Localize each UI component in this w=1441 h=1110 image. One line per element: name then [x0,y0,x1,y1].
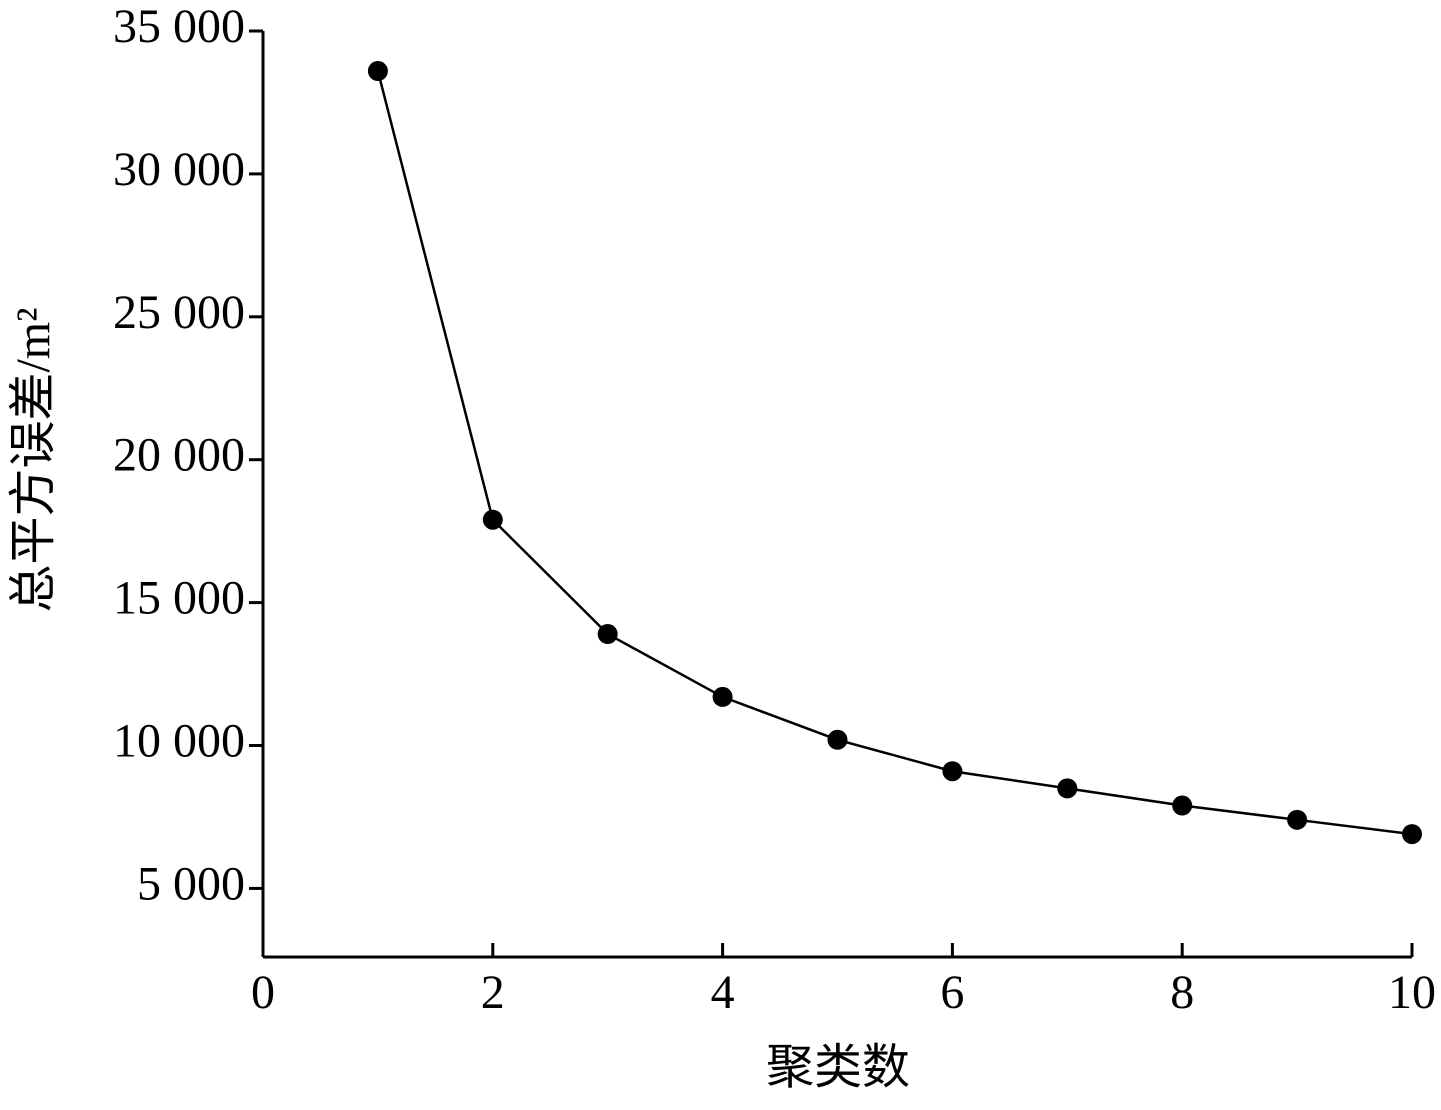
marker [367,61,388,82]
y-tick-label: 10 000 [113,715,245,768]
line [376,70,1413,836]
marker [482,509,503,530]
marker [1287,809,1308,830]
x-axis-label: 聚类数 [766,1041,910,1094]
x-tick-label: 0 [251,966,275,1019]
y-tick-label: 30 000 [113,143,245,196]
x-tick-label: 2 [481,966,505,1019]
marker [942,761,963,782]
y-tick-label: 20 000 [113,429,245,482]
y-tick-label: 25 000 [113,286,245,339]
x-tick-label: 10 [1388,966,1436,1019]
marker [1057,778,1078,799]
y-tick-label: 35 000 [113,0,245,53]
x-tick-label: 6 [940,966,964,1019]
marker [1172,795,1193,816]
y-tick-label: 5 000 [137,857,245,910]
x-tick-label: 8 [1170,966,1194,1019]
marker [827,729,848,750]
marker [712,686,733,707]
y-axis-label: 总平方误差/m² [7,307,60,612]
y-tick-label: 15 000 [113,572,245,625]
marker [597,624,618,645]
x-tick-label: 4 [711,966,735,1019]
marker [1402,824,1422,845]
